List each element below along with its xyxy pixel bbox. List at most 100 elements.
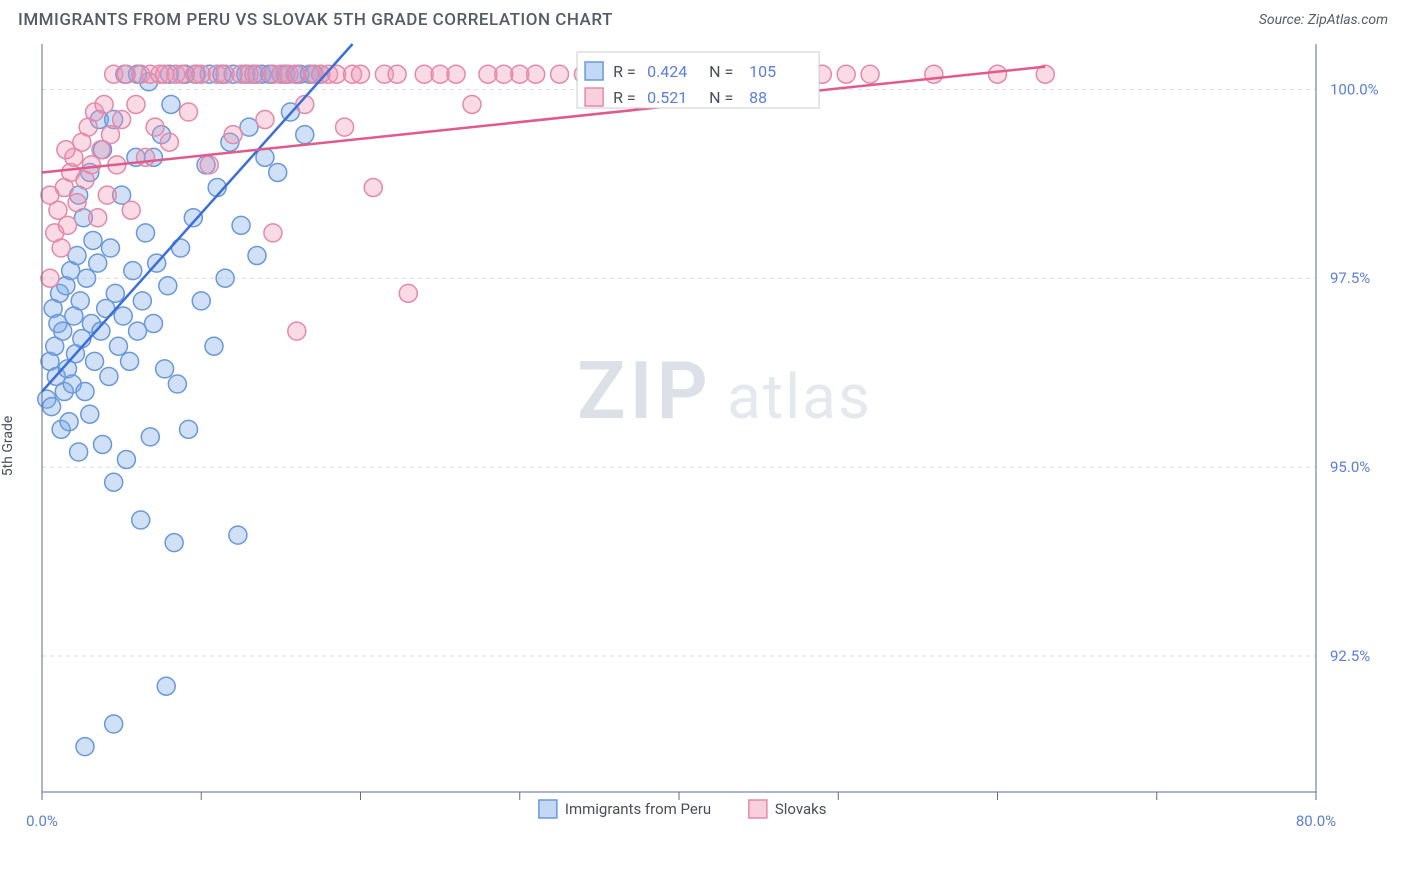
- data-point-peru: [216, 269, 234, 287]
- data-point-slovak: [41, 269, 59, 287]
- data-point-peru: [296, 126, 314, 144]
- stats-r-value: 0.521: [647, 88, 687, 107]
- x-tick-label: 0.0%: [26, 812, 58, 830]
- data-point-peru: [43, 398, 61, 416]
- data-point-peru: [156, 360, 174, 378]
- data-point-slovak: [264, 224, 282, 242]
- data-point-peru: [232, 216, 250, 234]
- data-point-slovak: [127, 95, 145, 113]
- chart-title: IMMIGRANTS FROM PERU VS SLOVAK 5TH GRADE…: [18, 10, 613, 30]
- y-axis-label: 5th Grade: [0, 416, 16, 477]
- x-tick-label: 80.0%: [1296, 812, 1336, 830]
- data-point-slovak: [58, 216, 76, 234]
- data-point-peru: [89, 254, 107, 272]
- data-point-peru: [109, 337, 127, 355]
- data-point-peru: [86, 352, 104, 370]
- data-point-peru: [100, 367, 118, 385]
- data-point-slovak: [551, 65, 569, 83]
- data-point-peru: [54, 322, 72, 340]
- data-point-slovak: [68, 194, 86, 212]
- data-point-slovak: [89, 209, 107, 227]
- data-point-peru: [60, 413, 78, 431]
- data-point-peru: [114, 307, 132, 325]
- data-point-slovak: [180, 103, 198, 121]
- data-point-slovak: [527, 65, 545, 83]
- data-point-slovak: [122, 201, 140, 219]
- data-point-slovak: [57, 141, 75, 159]
- data-point-peru: [159, 277, 177, 295]
- data-point-slovak: [925, 65, 943, 83]
- watermark: ZIP: [577, 344, 712, 438]
- data-point-slovak: [41, 186, 59, 204]
- data-point-peru: [106, 284, 124, 302]
- data-point-peru: [157, 677, 175, 695]
- data-point-slovak: [256, 111, 274, 129]
- stats-n-value: 105: [749, 62, 776, 81]
- stats-r-label: R =: [613, 88, 636, 107]
- data-point-slovak: [447, 65, 465, 83]
- data-point-slovak: [352, 65, 370, 83]
- data-point-peru: [133, 292, 151, 310]
- data-point-peru: [132, 511, 150, 529]
- source-label: Source: ZipAtlas.com: [1259, 12, 1388, 28]
- stats-swatch: [585, 62, 603, 80]
- legend-label: Slovaks: [775, 800, 827, 818]
- data-point-slovak: [463, 95, 481, 113]
- data-point-peru: [117, 451, 135, 469]
- data-point-slovak: [336, 118, 354, 136]
- data-point-peru: [205, 337, 223, 355]
- data-point-peru: [180, 420, 198, 438]
- data-point-peru: [229, 526, 247, 544]
- y-tick-label: 97.5%: [1330, 269, 1370, 287]
- data-point-peru: [71, 292, 89, 310]
- data-point-slovak: [137, 148, 155, 166]
- correlation-scatter-chart: 92.5% 95.0% 97.5% 100.0% ZIPatlas 0.0% 80.0% R …: [0, 36, 1406, 856]
- data-point-peru: [84, 231, 102, 249]
- stats-r-value: 0.424: [647, 62, 687, 81]
- data-point-peru: [76, 738, 94, 756]
- data-point-slovak: [861, 65, 879, 83]
- data-point-peru: [162, 95, 180, 113]
- stats-r-label: R =: [613, 62, 636, 81]
- data-point-slovak: [101, 126, 119, 144]
- data-point-peru: [192, 292, 210, 310]
- stats-n-value: 88: [749, 88, 767, 107]
- data-point-peru: [165, 534, 183, 552]
- data-point-peru: [144, 315, 162, 333]
- y-tick-label: 92.5%: [1330, 647, 1370, 665]
- legend-swatch: [539, 800, 557, 818]
- stats-n-label: N =: [709, 88, 733, 107]
- data-point-slovak: [98, 186, 116, 204]
- data-point-peru: [141, 428, 159, 446]
- data-point-peru: [70, 443, 88, 461]
- data-point-slovak: [52, 239, 70, 257]
- y-tick-label: 95.0%: [1330, 458, 1370, 476]
- data-point-peru: [101, 239, 119, 257]
- data-point-slovak: [399, 284, 417, 302]
- data-point-peru: [81, 405, 99, 423]
- data-point-slovak: [364, 179, 382, 197]
- data-point-peru: [94, 435, 112, 453]
- data-point-peru: [105, 473, 123, 491]
- data-point-slovak: [113, 111, 131, 129]
- data-point-peru: [269, 163, 287, 181]
- data-point-slovak: [146, 118, 164, 136]
- data-point-slovak: [160, 133, 178, 151]
- data-point-peru: [121, 352, 139, 370]
- data-point-peru: [78, 269, 96, 287]
- data-point-peru: [256, 148, 274, 166]
- stats-n-label: N =: [709, 62, 733, 81]
- data-point-peru: [124, 262, 142, 280]
- data-point-slovak: [288, 322, 306, 340]
- data-point-slovak: [200, 156, 218, 174]
- data-point-slovak: [388, 65, 406, 83]
- data-point-slovak: [989, 65, 1007, 83]
- legend-label: Immigrants from Peru: [565, 800, 711, 818]
- data-point-peru: [248, 247, 266, 265]
- data-point-slovak: [95, 95, 113, 113]
- y-tick-label: 100.0%: [1330, 80, 1379, 98]
- data-point-slovak: [224, 126, 242, 144]
- data-point-peru: [137, 224, 155, 242]
- stats-swatch: [585, 88, 603, 106]
- watermark: atlas: [727, 361, 872, 434]
